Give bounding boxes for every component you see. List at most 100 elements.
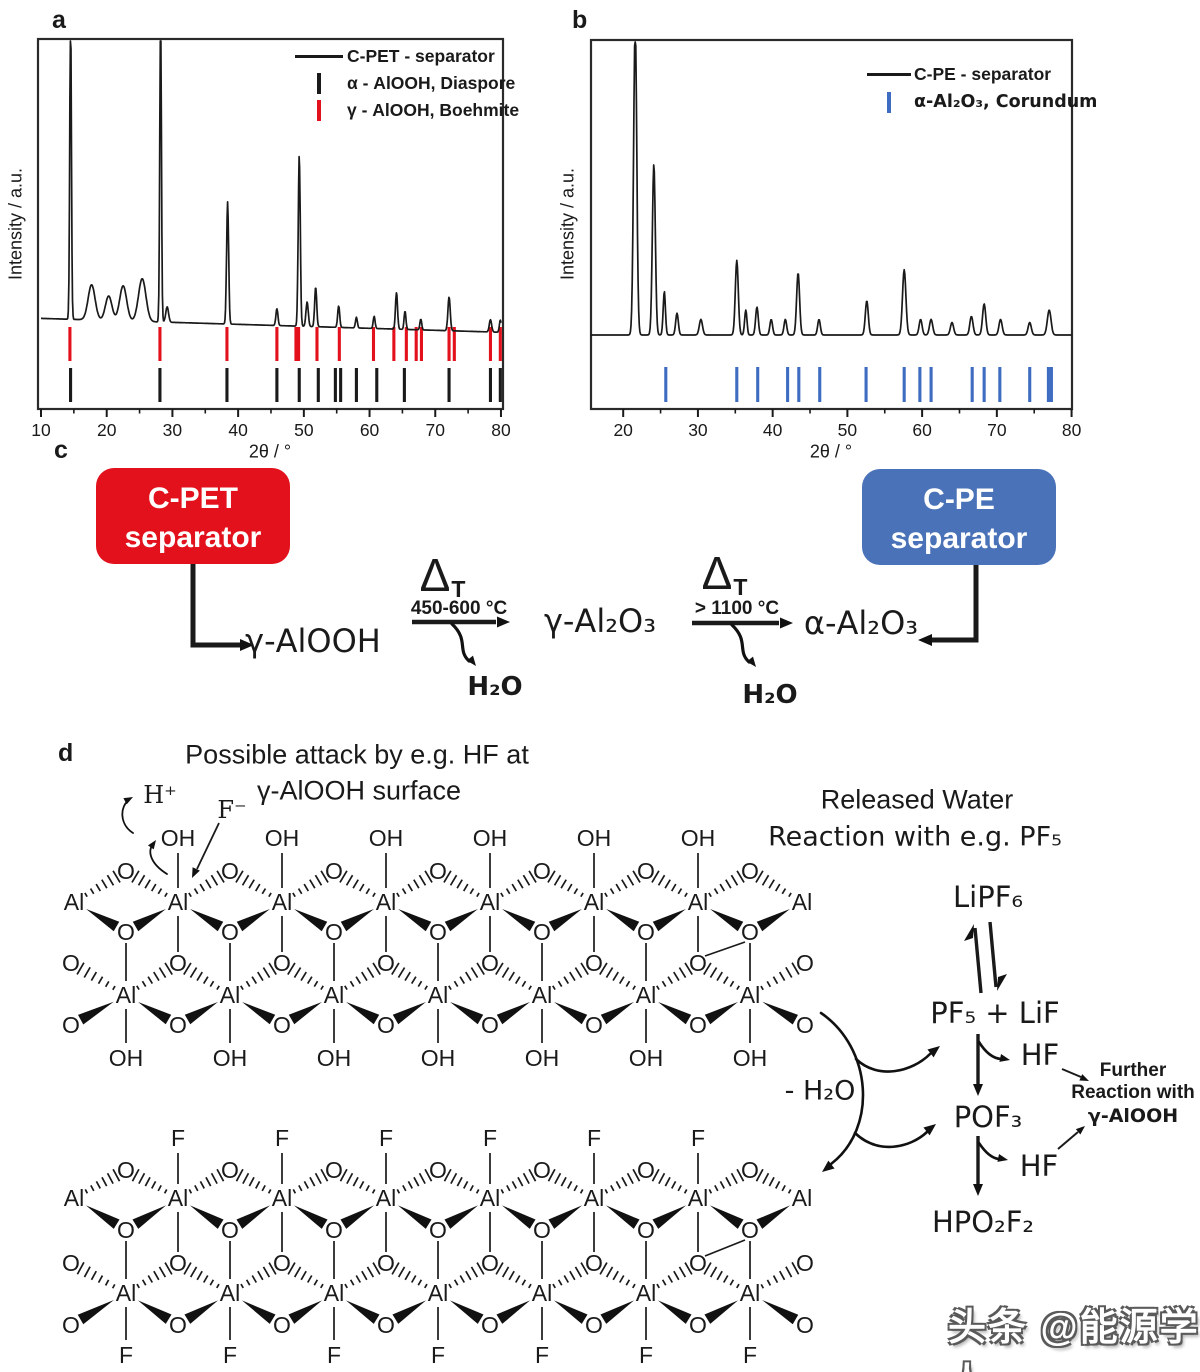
svg-text:O: O <box>169 1312 187 1338</box>
svg-text:O: O <box>637 1157 655 1183</box>
svg-text:Al: Al <box>428 982 448 1008</box>
xrd-a-curve <box>40 40 502 333</box>
svg-text:O: O <box>62 950 80 976</box>
svg-text:F: F <box>743 1342 757 1368</box>
axis-x-label-b: 2θ / ° <box>809 441 853 462</box>
svg-text:OH: OH <box>369 825 404 851</box>
c-pe-box-line1: C-PE <box>923 483 995 516</box>
svg-text:O: O <box>117 1217 135 1243</box>
released-water-line2: Reaction with e.g. PF₅ <box>768 821 1062 853</box>
svg-text:O: O <box>741 858 759 884</box>
legend-a-label-diaspore: α - AlOOH, Diaspore <box>347 73 516 93</box>
svg-text:OH: OH <box>473 825 508 851</box>
svg-text:OH: OH <box>629 1045 664 1071</box>
svg-text:Al: Al <box>272 1185 292 1211</box>
panel-b-label: b <box>572 6 588 34</box>
svg-text:OH: OH <box>265 825 300 851</box>
hf-text-1: HF <box>1020 1038 1060 1072</box>
svg-text:Al: Al <box>584 1185 604 1211</box>
svg-text:O: O <box>429 919 447 945</box>
legend-b-row-curve: C-PE - separator <box>864 60 1097 88</box>
svg-text:60: 60 <box>360 420 380 440</box>
svg-text:O: O <box>796 1250 814 1276</box>
svg-text:20: 20 <box>613 420 633 440</box>
svg-text:Al: Al <box>220 982 240 1008</box>
further-line1: Further <box>1099 1060 1167 1081</box>
svg-text:50: 50 <box>838 420 858 440</box>
svg-text:O: O <box>377 1012 395 1038</box>
svg-text:O: O <box>585 1012 603 1038</box>
svg-text:O: O <box>429 1217 447 1243</box>
svg-text:30: 30 <box>163 420 183 440</box>
svg-text:Al: Al <box>168 1185 188 1211</box>
legend-a-label-curve: C-PET - separator <box>347 46 495 66</box>
svg-text:70: 70 <box>987 420 1007 440</box>
svg-text:Al: Al <box>480 1185 500 1211</box>
svg-text:O: O <box>533 1217 551 1243</box>
svg-text:O: O <box>221 919 239 945</box>
svg-text:F: F <box>639 1342 653 1368</box>
condition-1: 450-600 °C <box>410 598 508 619</box>
svg-text:O: O <box>221 1217 239 1243</box>
svg-text:F: F <box>171 1125 185 1151</box>
svg-text:O: O <box>796 950 814 976</box>
released-water-line1: Released Water <box>820 784 1014 815</box>
svg-text:O: O <box>689 1312 707 1338</box>
svg-text:OH: OH <box>733 1045 768 1071</box>
svg-text:Al: Al <box>480 889 500 915</box>
svg-text:Al: Al <box>324 1280 344 1306</box>
svg-text:F: F <box>223 1342 237 1368</box>
curve-line-swatch <box>864 72 914 76</box>
svg-text:O: O <box>169 1012 187 1038</box>
svg-text:F: F <box>691 1125 705 1151</box>
svg-text:O: O <box>62 1250 80 1276</box>
svg-text:O: O <box>481 1312 499 1338</box>
svg-text:O: O <box>169 1250 187 1276</box>
svg-text:O: O <box>533 919 551 945</box>
delta-t-2: ΔT <box>701 547 748 600</box>
further-line3: γ-AlOOH <box>1087 1105 1179 1127</box>
svg-text:Al: Al <box>220 1280 240 1306</box>
svg-text:Al: Al <box>636 982 656 1008</box>
svg-text:O: O <box>689 1250 707 1276</box>
svg-text:O: O <box>481 950 499 976</box>
svg-text:O: O <box>585 1250 603 1276</box>
svg-text:O: O <box>429 858 447 884</box>
svg-text:O: O <box>325 858 343 884</box>
svg-text:O: O <box>689 1012 707 1038</box>
svg-text:O: O <box>273 1312 291 1338</box>
svg-text:Al: Al <box>532 982 552 1008</box>
legend-a-row-diaspore: α - AlOOH, Diaspore <box>291 70 519 97</box>
svg-text:F: F <box>275 1125 289 1151</box>
svg-text:80: 80 <box>1062 420 1082 440</box>
legend-b-row-corundum: α-Al₂O₃, Corundum <box>864 88 1097 116</box>
pof3-text: POF₃ <box>953 1100 1023 1134</box>
panel-c-label: c <box>54 436 68 464</box>
svg-text:40: 40 <box>228 420 248 440</box>
svg-text:O: O <box>796 1012 814 1038</box>
delta-symbol: Δ <box>701 547 733 599</box>
alpha-al2o3-text: α-Al₂O₃ <box>803 604 919 642</box>
svg-text:F: F <box>379 1125 393 1151</box>
proton-label: H⁺ <box>143 781 177 809</box>
svg-text:O: O <box>585 950 603 976</box>
panel-a-label: a <box>52 6 66 34</box>
panel-d-label: d <box>58 739 74 767</box>
svg-text:Al: Al <box>532 1280 552 1306</box>
xrd-b-frame <box>589 38 1074 411</box>
svg-text:Al: Al <box>792 889 812 915</box>
svg-text:O: O <box>117 1157 135 1183</box>
svg-text:O: O <box>533 858 551 884</box>
svg-text:OH: OH <box>681 825 716 851</box>
svg-text:Al: Al <box>792 1185 812 1211</box>
svg-text:O: O <box>62 1312 80 1338</box>
h2o-byproduct-1: H₂O <box>467 672 523 702</box>
svg-text:O: O <box>325 919 343 945</box>
svg-text:Al: Al <box>688 1185 708 1211</box>
svg-text:O: O <box>273 1250 291 1276</box>
svg-text:70: 70 <box>426 420 446 440</box>
svg-text:OH: OH <box>577 825 612 851</box>
svg-text:O: O <box>637 858 655 884</box>
delta-subscript: T <box>451 576 466 602</box>
svg-text:50: 50 <box>294 420 314 440</box>
